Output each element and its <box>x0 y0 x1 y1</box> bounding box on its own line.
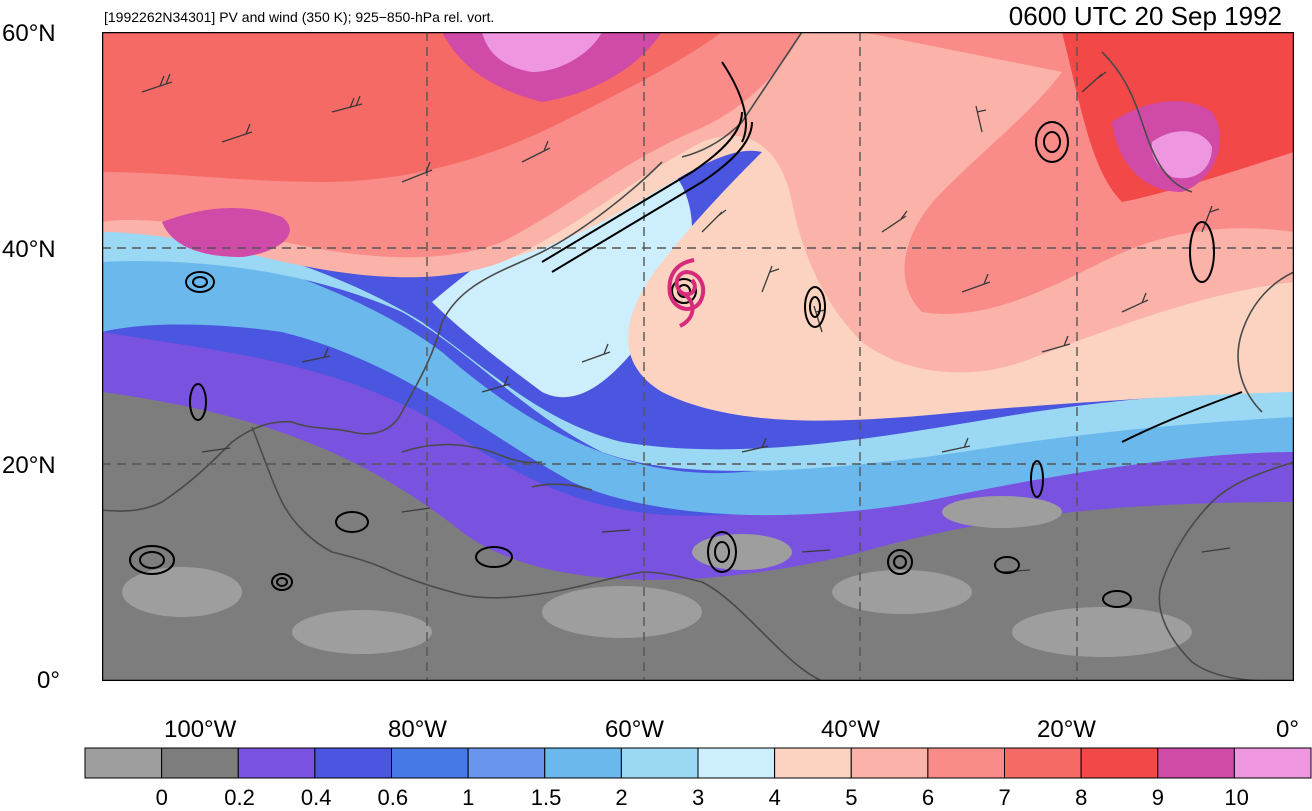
coastlines <box>102 32 1294 681</box>
colorbar-label: 6 <box>921 785 935 810</box>
colorbar-swatch <box>391 747 469 779</box>
lon-label-80w: 80°W <box>388 716 447 743</box>
colorbar-label: 0.6 <box>377 785 409 810</box>
pv-region-lowest <box>102 392 1294 681</box>
colorbar <box>84 747 1312 779</box>
lon-label-100w: 100°W <box>164 716 237 743</box>
pv-map <box>102 32 1294 681</box>
contour-cell-7 <box>804 286 826 328</box>
colorbar-swatch <box>697 747 776 779</box>
colorbar-swatch <box>1233 747 1312 779</box>
lon-label-0: 0° <box>1276 716 1299 743</box>
lon-label-20w: 20°W <box>1037 716 1096 743</box>
colorbar-label: 0 <box>155 785 168 810</box>
colorbar-swatch <box>1157 747 1235 779</box>
colorbar-label: 2 <box>615 785 628 810</box>
lat-label-40n: 40°N <box>2 236 56 263</box>
colorbar-swatch <box>237 747 316 779</box>
colorbar-label: 8 <box>1075 785 1088 810</box>
contour-cell-8 <box>1102 590 1132 608</box>
colorbar-swatch <box>1004 747 1082 779</box>
pv-region-max-5 <box>1151 131 1212 179</box>
contour-cell-4 <box>707 531 737 573</box>
colorbar-swatch <box>1080 747 1159 779</box>
contour-cell-2 <box>129 545 175 575</box>
contour-cell-11 <box>1035 121 1069 163</box>
colorbar-label: 5 <box>845 785 858 810</box>
colorbar-label: 1 <box>462 785 475 810</box>
colorbar-swatch <box>927 747 1005 779</box>
contour-cell-13 <box>335 511 369 533</box>
contour-cell-14 <box>189 383 207 421</box>
contour-cell-1 <box>185 271 215 293</box>
lon-label-40w: 40°W <box>821 716 880 743</box>
lat-label-0: 0° <box>37 667 60 694</box>
storm-id-label: [1992262N34301] PV and wind (350 K); 925… <box>104 9 495 25</box>
colorbar-swatch <box>314 747 392 779</box>
contour-cell-3 <box>271 573 293 591</box>
lon-label-60w: 60°W <box>605 716 664 743</box>
contour-east-band <box>1121 391 1243 443</box>
colorbar-label: 10 <box>1224 785 1249 810</box>
contour-cell-12 <box>475 546 513 568</box>
pv-region-max-2 <box>162 207 290 257</box>
colorbar-swatch <box>161 747 239 779</box>
pv-region-swath <box>432 162 692 398</box>
contour-front-1 <box>541 111 743 263</box>
contour-cell-10 <box>1189 221 1215 283</box>
colorbar-label: 0.2 <box>224 785 255 810</box>
colorbar-label: 0.4 <box>300 785 332 810</box>
lat-label-60n: 60°N <box>2 20 56 47</box>
colorbar-swatch <box>544 747 622 779</box>
colorbar-swatch <box>774 747 852 779</box>
contour-front-2 <box>551 121 753 273</box>
colorbar-label: 4 <box>768 785 781 810</box>
datetime-label: 0600 UTC 20 Sep 1992 <box>1008 1 1282 31</box>
contour-cell-9 <box>1030 460 1044 498</box>
contour-cell-5 <box>887 549 913 575</box>
pv-gray-patches <box>122 496 1192 657</box>
map-border <box>102 32 1294 681</box>
colorbar-swatches <box>84 747 1312 779</box>
lat-label-20n: 20°N <box>2 452 56 479</box>
contour-north-band <box>721 61 747 143</box>
colorbar-swatch <box>620 747 699 779</box>
pv-region-max-4 <box>482 32 602 72</box>
vorticity-contours <box>129 61 1243 608</box>
map-canvas <box>102 32 1294 681</box>
colorbar-swatch <box>467 747 546 779</box>
colorbar-label: 9 <box>1151 785 1164 810</box>
colorbar-label: 1.5 <box>530 785 562 810</box>
graticule <box>102 32 1294 681</box>
colorbar-label: 7 <box>998 785 1011 810</box>
vortex-contour-outer <box>671 278 697 304</box>
wind-barbs <box>141 71 1231 573</box>
storm-vortex <box>667 258 706 328</box>
contour-cell-6 <box>994 556 1020 574</box>
colorbar-swatch <box>850 747 929 779</box>
colorbar-swatch <box>84 747 163 779</box>
colorbar-label: 3 <box>692 785 705 810</box>
